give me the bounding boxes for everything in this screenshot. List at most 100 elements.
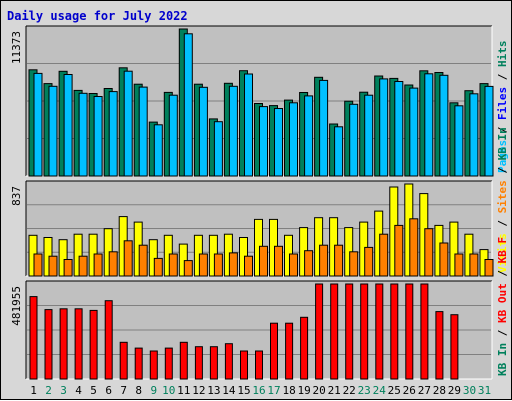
legend-separator: / <box>496 120 509 140</box>
legend-entry: Visits <box>496 233 509 273</box>
x-tick-label-19: 19 <box>297 384 310 397</box>
bar-kb-out-20 <box>315 283 324 380</box>
bar-kb-out-10 <box>164 347 173 380</box>
x-tick-label-11: 11 <box>177 384 190 397</box>
panel-hits_files_pages-max-label: 11373 <box>10 31 23 64</box>
bar-pages-12 <box>198 86 208 177</box>
bar-kb-out-11 <box>179 341 188 380</box>
bar-sites-28 <box>439 242 449 277</box>
x-tick-label-17: 17 <box>267 384 280 397</box>
x-tick-label-15: 15 <box>237 384 250 397</box>
legend-entry: Hits <box>496 41 509 68</box>
bar-pages-17 <box>274 108 283 177</box>
x-tick-label-20: 20 <box>312 384 325 397</box>
bar-sites-29 <box>454 253 464 277</box>
x-tick-label-24: 24 <box>373 384 387 397</box>
x-tick-label-13: 13 <box>207 384 220 397</box>
chart-title: Daily usage for July 2022 <box>7 9 188 23</box>
x-tick-label-30: 30 <box>463 384 476 397</box>
x-tick-label-21: 21 <box>328 384 341 397</box>
x-tick-label-3: 3 <box>60 384 67 397</box>
x-tick-label-16: 16 <box>252 384 265 397</box>
bar-sites-7 <box>123 240 133 277</box>
bar-pages-1 <box>33 72 43 177</box>
bar-kb-out-16 <box>255 350 263 380</box>
bar-kb-out-8 <box>134 347 143 380</box>
bar-kb-out-21 <box>330 283 339 380</box>
bar-kb-out-28 <box>435 311 444 380</box>
bar-visits-4 <box>73 233 83 277</box>
bar-pages-10 <box>168 94 178 177</box>
bar-visits-11 <box>178 243 188 277</box>
bar-sites-20 <box>319 244 329 277</box>
bar-pages-13 <box>213 121 223 177</box>
bar-kb-out-29 <box>450 314 459 380</box>
bar-sites-17 <box>274 245 283 277</box>
bar-pages-6 <box>108 91 118 177</box>
bar-pages-31 <box>484 85 494 177</box>
bar-pages-7 <box>123 70 133 177</box>
bar-pages-29 <box>454 105 464 177</box>
bar-pages-5 <box>93 96 103 177</box>
panel-visits_sites-max-label: 837 <box>10 186 23 206</box>
x-tick-label-25: 25 <box>388 384 401 397</box>
x-tick-label-22: 22 <box>343 384 356 397</box>
bar-sites-8 <box>138 244 148 277</box>
bar-sites-15 <box>244 255 253 277</box>
bar-pages-23 <box>364 94 374 177</box>
bar-pages-25 <box>394 81 404 177</box>
bar-pages-14 <box>228 85 238 177</box>
x-tick-label-9: 9 <box>150 384 157 397</box>
legend-entry: KB In <box>496 127 509 160</box>
bar-pages-9 <box>153 124 163 177</box>
x-tick-label-4: 4 <box>75 384 82 397</box>
legend-separator: / <box>496 213 509 233</box>
bar-kb-out-26 <box>405 283 414 380</box>
bar-pages-27 <box>424 73 434 177</box>
bar-pages-24 <box>379 78 389 177</box>
bar-sites-22 <box>349 251 359 277</box>
legend-entry: Files <box>496 87 509 120</box>
bar-pages-2 <box>48 85 58 177</box>
bar-sites-18 <box>289 253 298 277</box>
bar-kb-out-17 <box>270 322 278 380</box>
bar-pages-3 <box>63 74 73 177</box>
bar-pages-21 <box>334 126 344 177</box>
bar-sites-14 <box>228 252 238 277</box>
bar-sites-13 <box>213 253 223 277</box>
bar-pages-20 <box>319 79 329 177</box>
bar-kb-out-7 <box>119 341 128 380</box>
bar-sites-2 <box>48 255 58 277</box>
x-tick-label-12: 12 <box>192 384 205 397</box>
bar-sites-25 <box>394 224 404 277</box>
bar-sites-9 <box>153 257 163 277</box>
bar-kb-out-22 <box>345 283 354 380</box>
x-tick-label-31: 31 <box>478 384 491 397</box>
legend-entry: KB F <box>496 237 509 264</box>
bar-kb-out-2 <box>44 309 53 380</box>
bar-sites-19 <box>304 250 314 277</box>
bar-pages-19 <box>304 95 314 177</box>
bar-visits-29 <box>449 221 459 277</box>
x-tick-label-7: 7 <box>120 384 127 397</box>
legend-separator: / <box>496 67 509 87</box>
bar-pages-30 <box>469 93 479 177</box>
bar-kb-out-5 <box>89 309 98 380</box>
bar-kb-out-6 <box>104 300 113 380</box>
bar-sites-3 <box>63 259 73 277</box>
x-tick-label-8: 8 <box>135 384 142 397</box>
bar-sites-21 <box>334 244 344 277</box>
bar-sites-5 <box>93 253 103 277</box>
bar-visits-9 <box>148 239 158 277</box>
bar-kb-out-12 <box>194 346 203 380</box>
bar-kb-out-1 <box>29 296 38 380</box>
bar-kb-out-14 <box>224 343 233 380</box>
bar-kb-out-15 <box>240 350 248 380</box>
bar-sites-27 <box>424 228 434 277</box>
legend-entry: KB Out <box>496 283 509 323</box>
bar-kb-out-27 <box>420 283 429 380</box>
bar-pages-11 <box>183 33 193 177</box>
bar-sites-16 <box>259 245 268 277</box>
